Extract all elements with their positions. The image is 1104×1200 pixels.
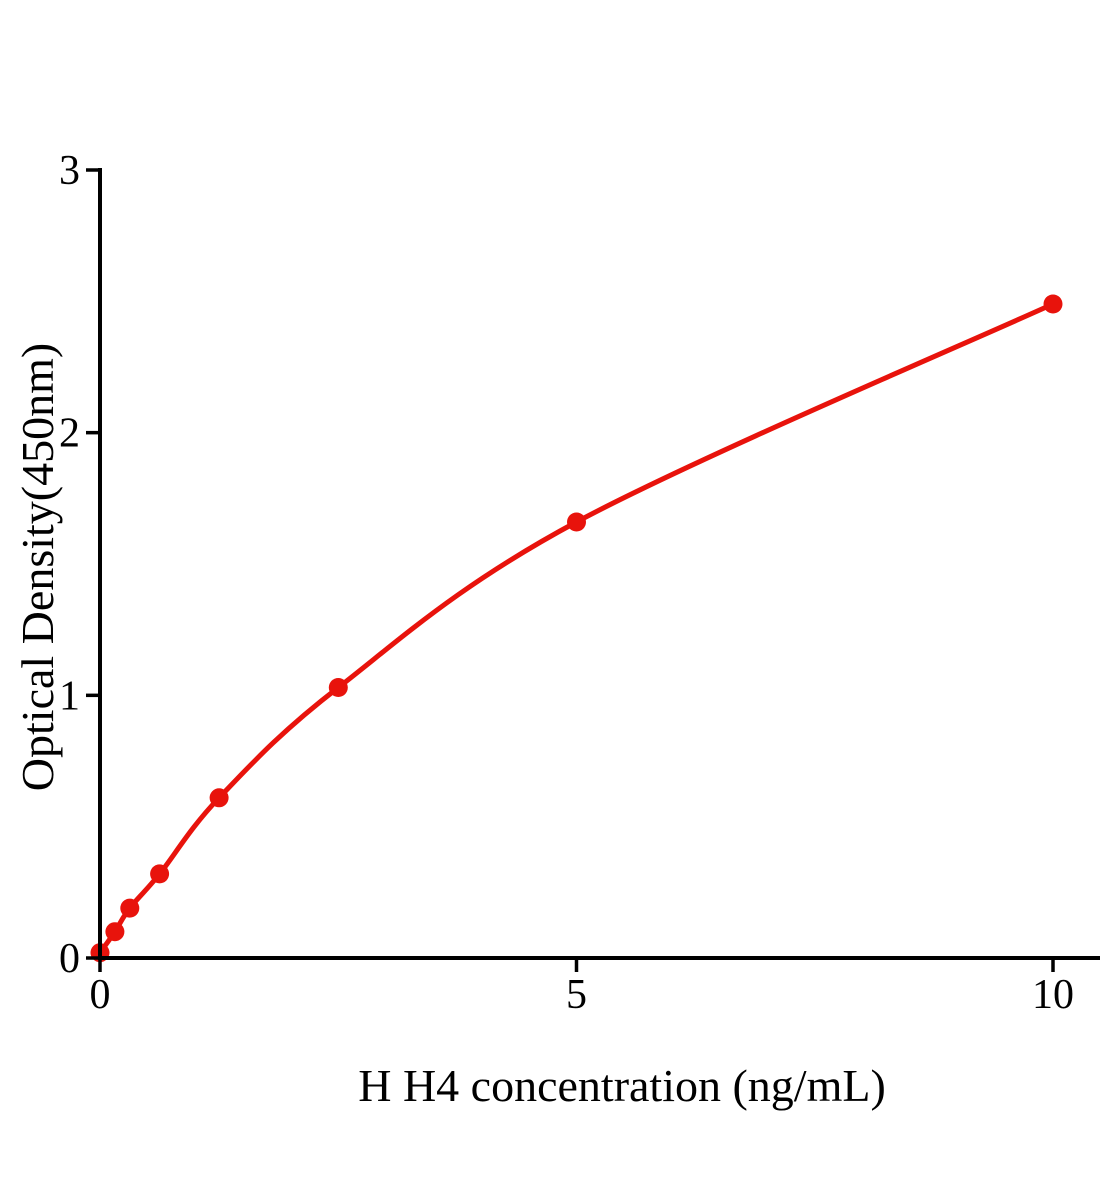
y-tick-label: 3 xyxy=(59,148,80,194)
standard-curve-line xyxy=(97,301,1055,955)
data-point-10 xyxy=(1043,294,1063,314)
x-tick-label: 10 xyxy=(1032,972,1074,1018)
y-tick-label: 0 xyxy=(59,936,80,982)
y-axis-title: Optical Density(450nm) xyxy=(12,342,63,792)
data-point-0.625 xyxy=(150,864,170,884)
data-point-1.25 xyxy=(209,788,229,808)
y-tick-label: 2 xyxy=(59,411,80,457)
x-axis-title: H H4 concentration (ng/mL) xyxy=(358,1060,886,1111)
data-point-2.5 xyxy=(328,678,348,697)
data-point-0.156 xyxy=(105,922,125,942)
x-tick-label: 5 xyxy=(566,972,587,1018)
data-point-0.3125 xyxy=(120,898,140,918)
x-tick-label: 0 xyxy=(90,972,111,1018)
y-tick-label: 1 xyxy=(59,673,80,719)
data-point-5 xyxy=(567,512,586,532)
